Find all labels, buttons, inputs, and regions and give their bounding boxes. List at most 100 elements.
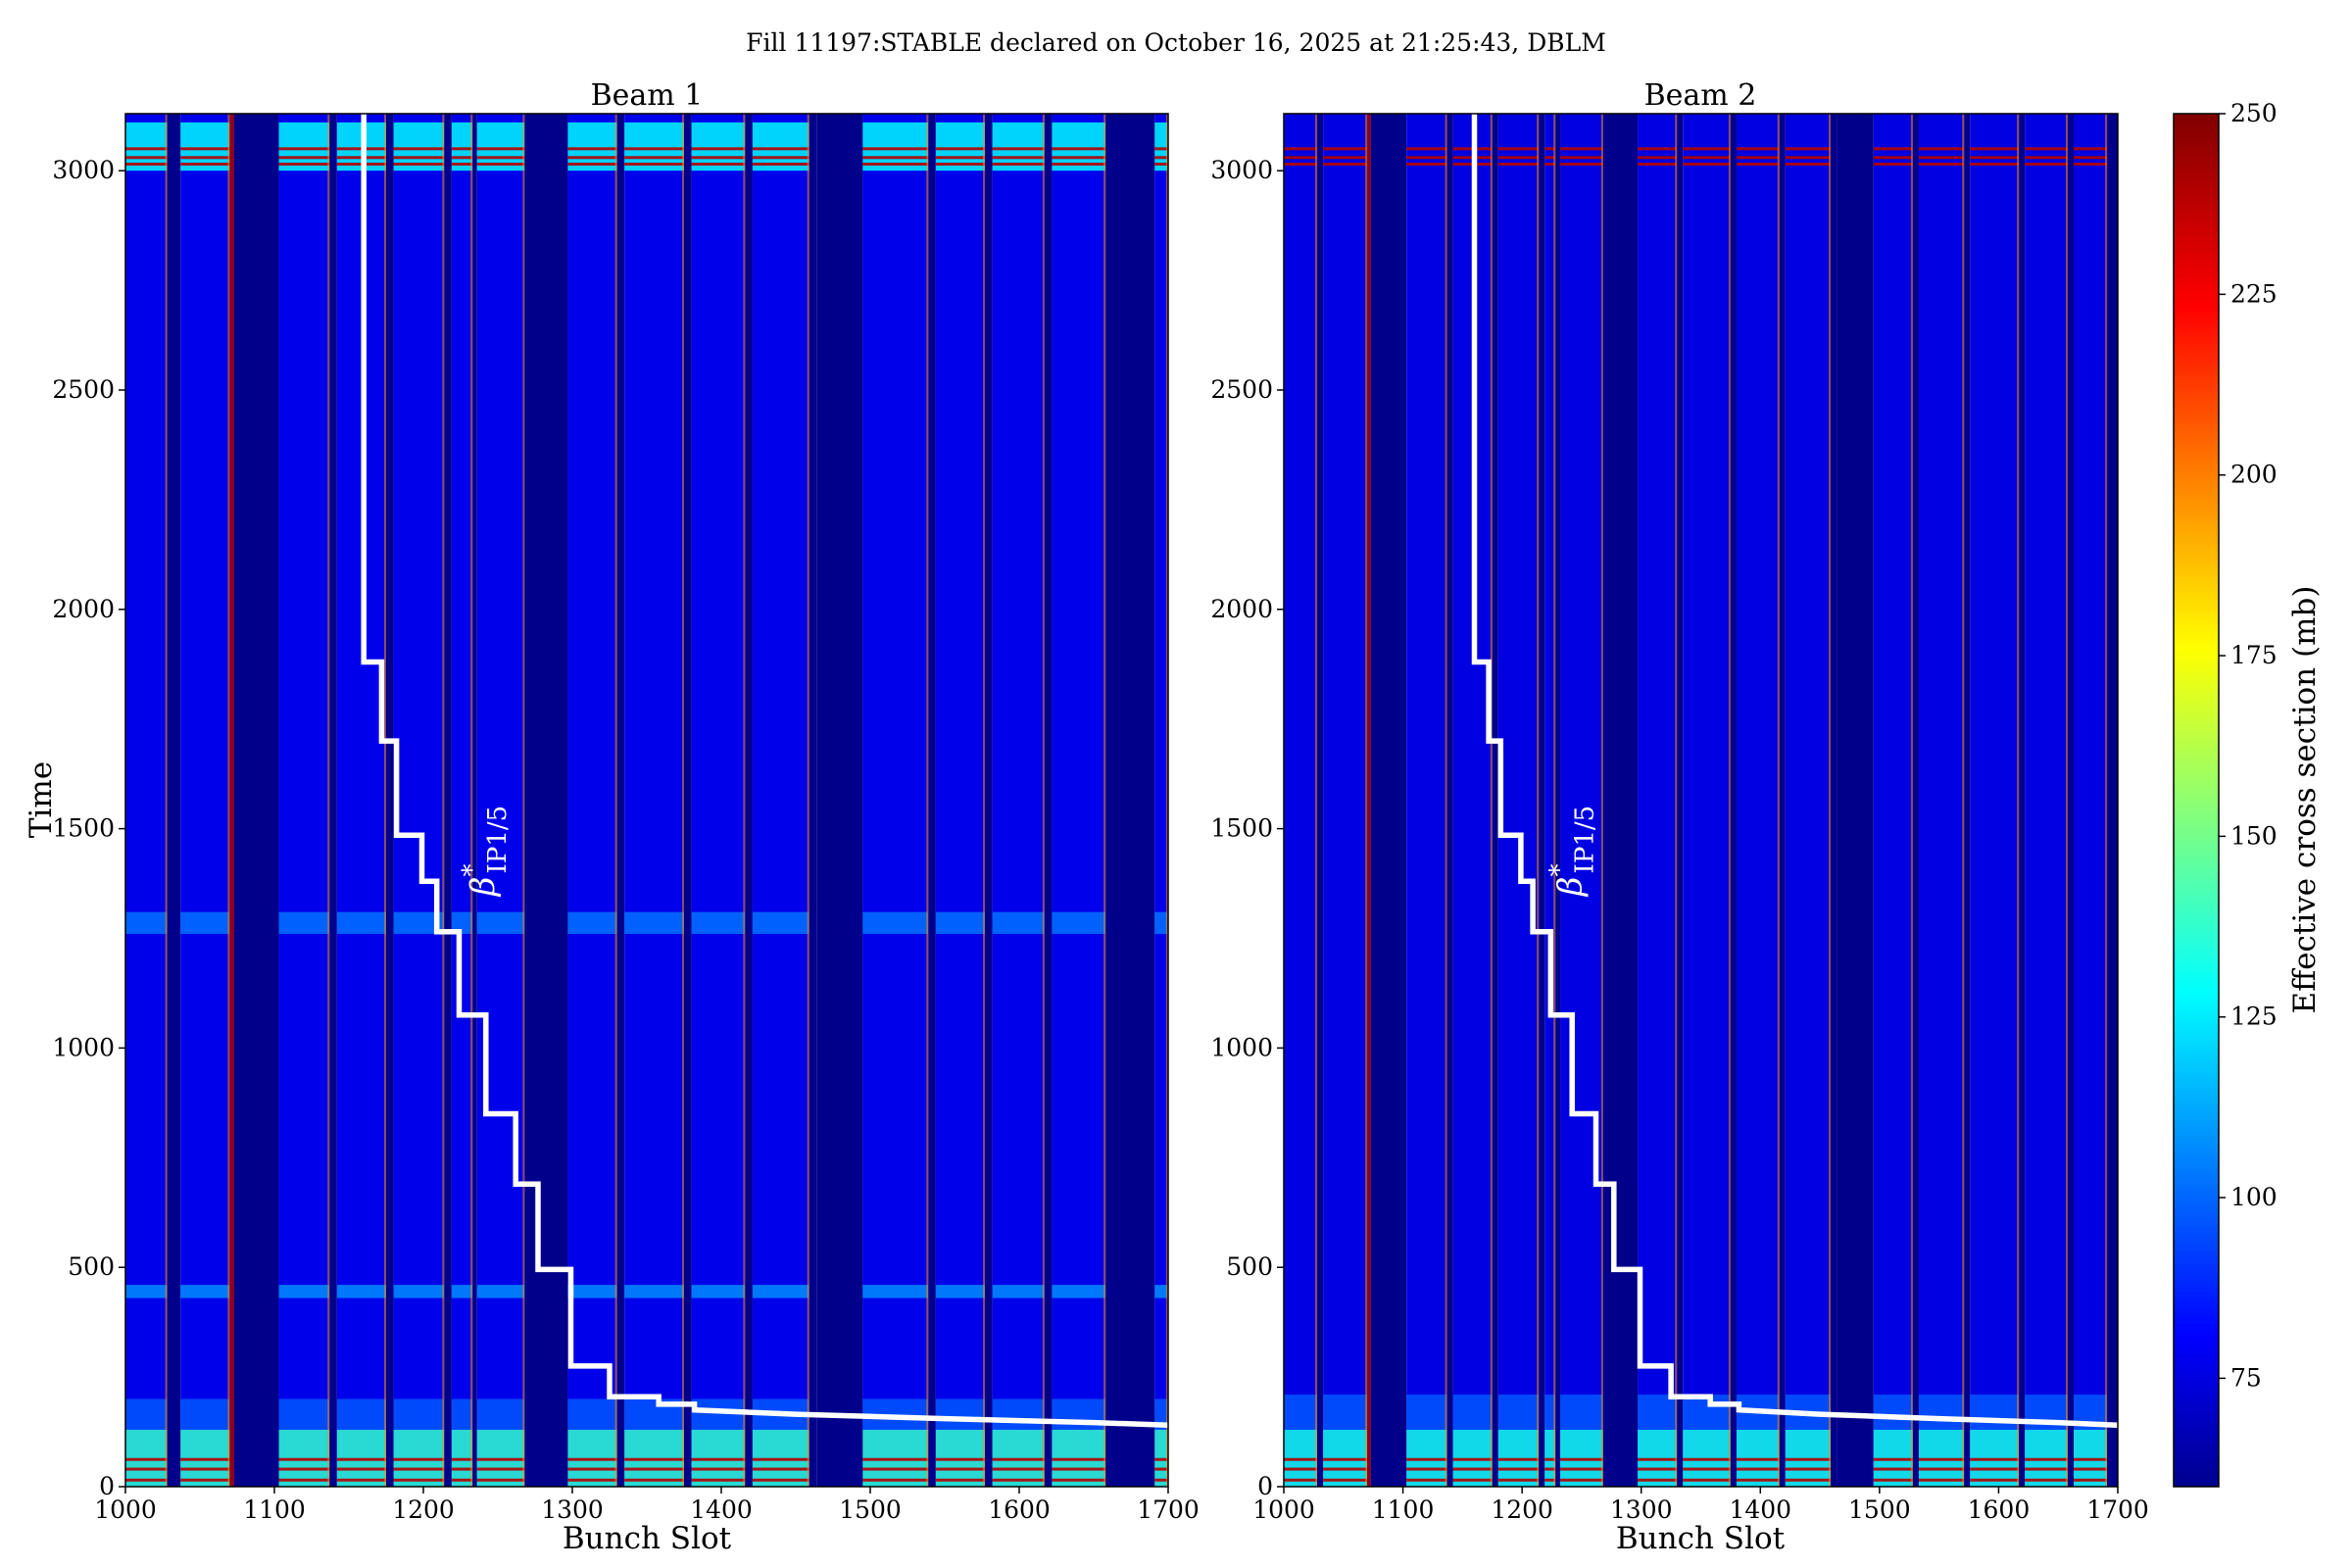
panel-beam-1: Beam 1 1000 1100 1200 1300 1400 1500 1600 1700 … xyxy=(24,78,1200,1556)
filled-bunch-train xyxy=(992,114,1045,1487)
loss-time-band xyxy=(125,1398,168,1430)
y-tick-label: 1500 xyxy=(52,814,115,843)
filled-bunch-train xyxy=(1560,114,1603,1487)
x-axis-label-beam-1: Bunch Slot xyxy=(563,1521,732,1556)
hot-loss-line xyxy=(1154,1478,1168,1482)
loss-time-band xyxy=(1406,1395,1447,1430)
hot-loss-line xyxy=(1918,156,1965,160)
x-axis-beam-1: 1000 1100 1200 1300 1400 1500 1600 1700 xyxy=(94,1487,1200,1524)
hot-loss-line xyxy=(125,1457,168,1461)
y-tick-label: 2500 xyxy=(52,375,115,404)
train-edge-stripe xyxy=(1315,114,1318,1487)
empty-bunch-gap xyxy=(1539,114,1545,1487)
hot-loss-line xyxy=(336,1478,386,1482)
hot-loss-line xyxy=(125,162,168,166)
train-edge-stripe xyxy=(1103,114,1106,1487)
train-edge-stripe xyxy=(1962,114,1965,1487)
loss-time-band xyxy=(567,1398,617,1430)
hot-loss-line xyxy=(1736,147,1780,151)
hot-loss-line xyxy=(2074,147,2108,151)
hot-loss-line xyxy=(1785,1457,1832,1461)
hot-loss-line xyxy=(1284,1478,1318,1482)
train-edge-stripe xyxy=(1728,114,1731,1487)
loss-time-band xyxy=(1052,1285,1106,1298)
empty-bunch-gap xyxy=(386,114,394,1487)
hot-loss-line xyxy=(1560,162,1603,166)
loss-time-band xyxy=(1918,1395,1965,1430)
loss-time-band xyxy=(1452,1395,1493,1430)
hot-loss-line xyxy=(1873,1467,1913,1471)
hot-loss-line xyxy=(1638,147,1678,151)
hot-loss-line xyxy=(992,1467,1045,1471)
hot-loss-line xyxy=(1683,1467,1731,1471)
hot-loss-line xyxy=(278,147,330,151)
hot-loss-line xyxy=(2074,1467,2108,1471)
filled-bunch-train xyxy=(1284,114,1318,1487)
empty-bunch-gap xyxy=(2107,114,2118,1487)
hot-loss-line xyxy=(1284,1457,1318,1461)
hot-loss-line xyxy=(1638,1457,1678,1461)
hot-loss-line xyxy=(1497,1457,1540,1461)
hot-loss-line xyxy=(1497,162,1540,166)
empty-bunch-gap xyxy=(1555,114,1561,1487)
beta-star-label: β*IP1/5 xyxy=(458,806,513,898)
loss-time-band xyxy=(992,1285,1045,1298)
filled-bunch-train xyxy=(1785,114,1832,1487)
hot-loss-line xyxy=(1638,1478,1678,1482)
x-tick-label: 1300 xyxy=(1610,1495,1673,1524)
loss-time-band xyxy=(180,911,230,935)
hot-loss-line xyxy=(1873,1478,1913,1482)
loss-time-band xyxy=(1052,911,1106,935)
loss-time-band xyxy=(336,911,386,935)
hot-loss-line xyxy=(1154,162,1168,166)
train-edge-stripe xyxy=(1365,114,1368,1487)
colorbar: 75 100 125 150 175 200 225 250 Effective cross … xyxy=(2173,99,2323,1488)
hot-loss-line xyxy=(1452,1478,1493,1482)
hot-loss-line xyxy=(476,156,525,160)
y-tick-label: 3000 xyxy=(52,156,115,184)
hot-loss-line xyxy=(180,147,230,151)
x-tick-label: 1600 xyxy=(988,1495,1051,1524)
panel-beam-2: Beam 2 1000 1100 1200 1300 1400 1500 1600 1700 … xyxy=(1210,78,2148,1556)
train-edge-stripe xyxy=(1777,114,1780,1487)
hot-loss-line xyxy=(2025,1457,2068,1461)
hot-loss-line xyxy=(1452,1467,1493,1471)
hot-loss-line xyxy=(1873,162,1913,166)
filled-bunch-train xyxy=(862,114,929,1487)
loss-time-band xyxy=(180,1398,230,1430)
loss-time-band xyxy=(1154,1285,1168,1298)
loss-time-band xyxy=(1154,911,1168,935)
filled-bunch-train xyxy=(1323,114,1368,1487)
hot-loss-line xyxy=(752,147,809,151)
hot-loss-line xyxy=(935,162,986,166)
hot-loss-line xyxy=(1970,156,2020,160)
x-axis-label-beam-2: Bunch Slot xyxy=(1616,1521,1786,1556)
x-tick-label: 1500 xyxy=(839,1495,902,1524)
hot-loss-line xyxy=(1785,1478,1832,1482)
beta-star-step-line xyxy=(1471,114,2118,1429)
loss-time-band xyxy=(752,911,809,935)
hot-loss-line xyxy=(1052,162,1106,166)
y-tick-label: 3000 xyxy=(1210,156,1273,184)
hot-loss-line xyxy=(624,162,684,166)
hot-loss-line xyxy=(1918,1467,1965,1471)
train-edge-stripe xyxy=(2065,114,2068,1487)
loss-time-band xyxy=(935,1398,986,1430)
train-edge-stripe xyxy=(1553,114,1556,1487)
empty-bunch-gap xyxy=(1964,114,1971,1487)
hot-loss-line xyxy=(1452,1457,1493,1461)
hot-loss-line xyxy=(2025,1467,2068,1471)
filled-bunch-train xyxy=(1638,114,1678,1487)
filled-bunch-train xyxy=(1683,114,1731,1487)
hot-loss-line xyxy=(1736,1467,1780,1471)
hot-loss-line xyxy=(180,162,230,166)
loss-time-band xyxy=(278,911,330,935)
hot-loss-line xyxy=(1544,156,1556,160)
empty-bunch-gap xyxy=(1105,114,1155,1487)
empty-bunch-gap xyxy=(1492,114,1498,1487)
loss-time-band xyxy=(1323,1395,1368,1430)
hot-loss-line xyxy=(1497,147,1540,151)
hot-loss-line xyxy=(691,1457,746,1461)
hot-loss-line xyxy=(1154,1467,1168,1471)
loss-time-band xyxy=(567,911,617,935)
